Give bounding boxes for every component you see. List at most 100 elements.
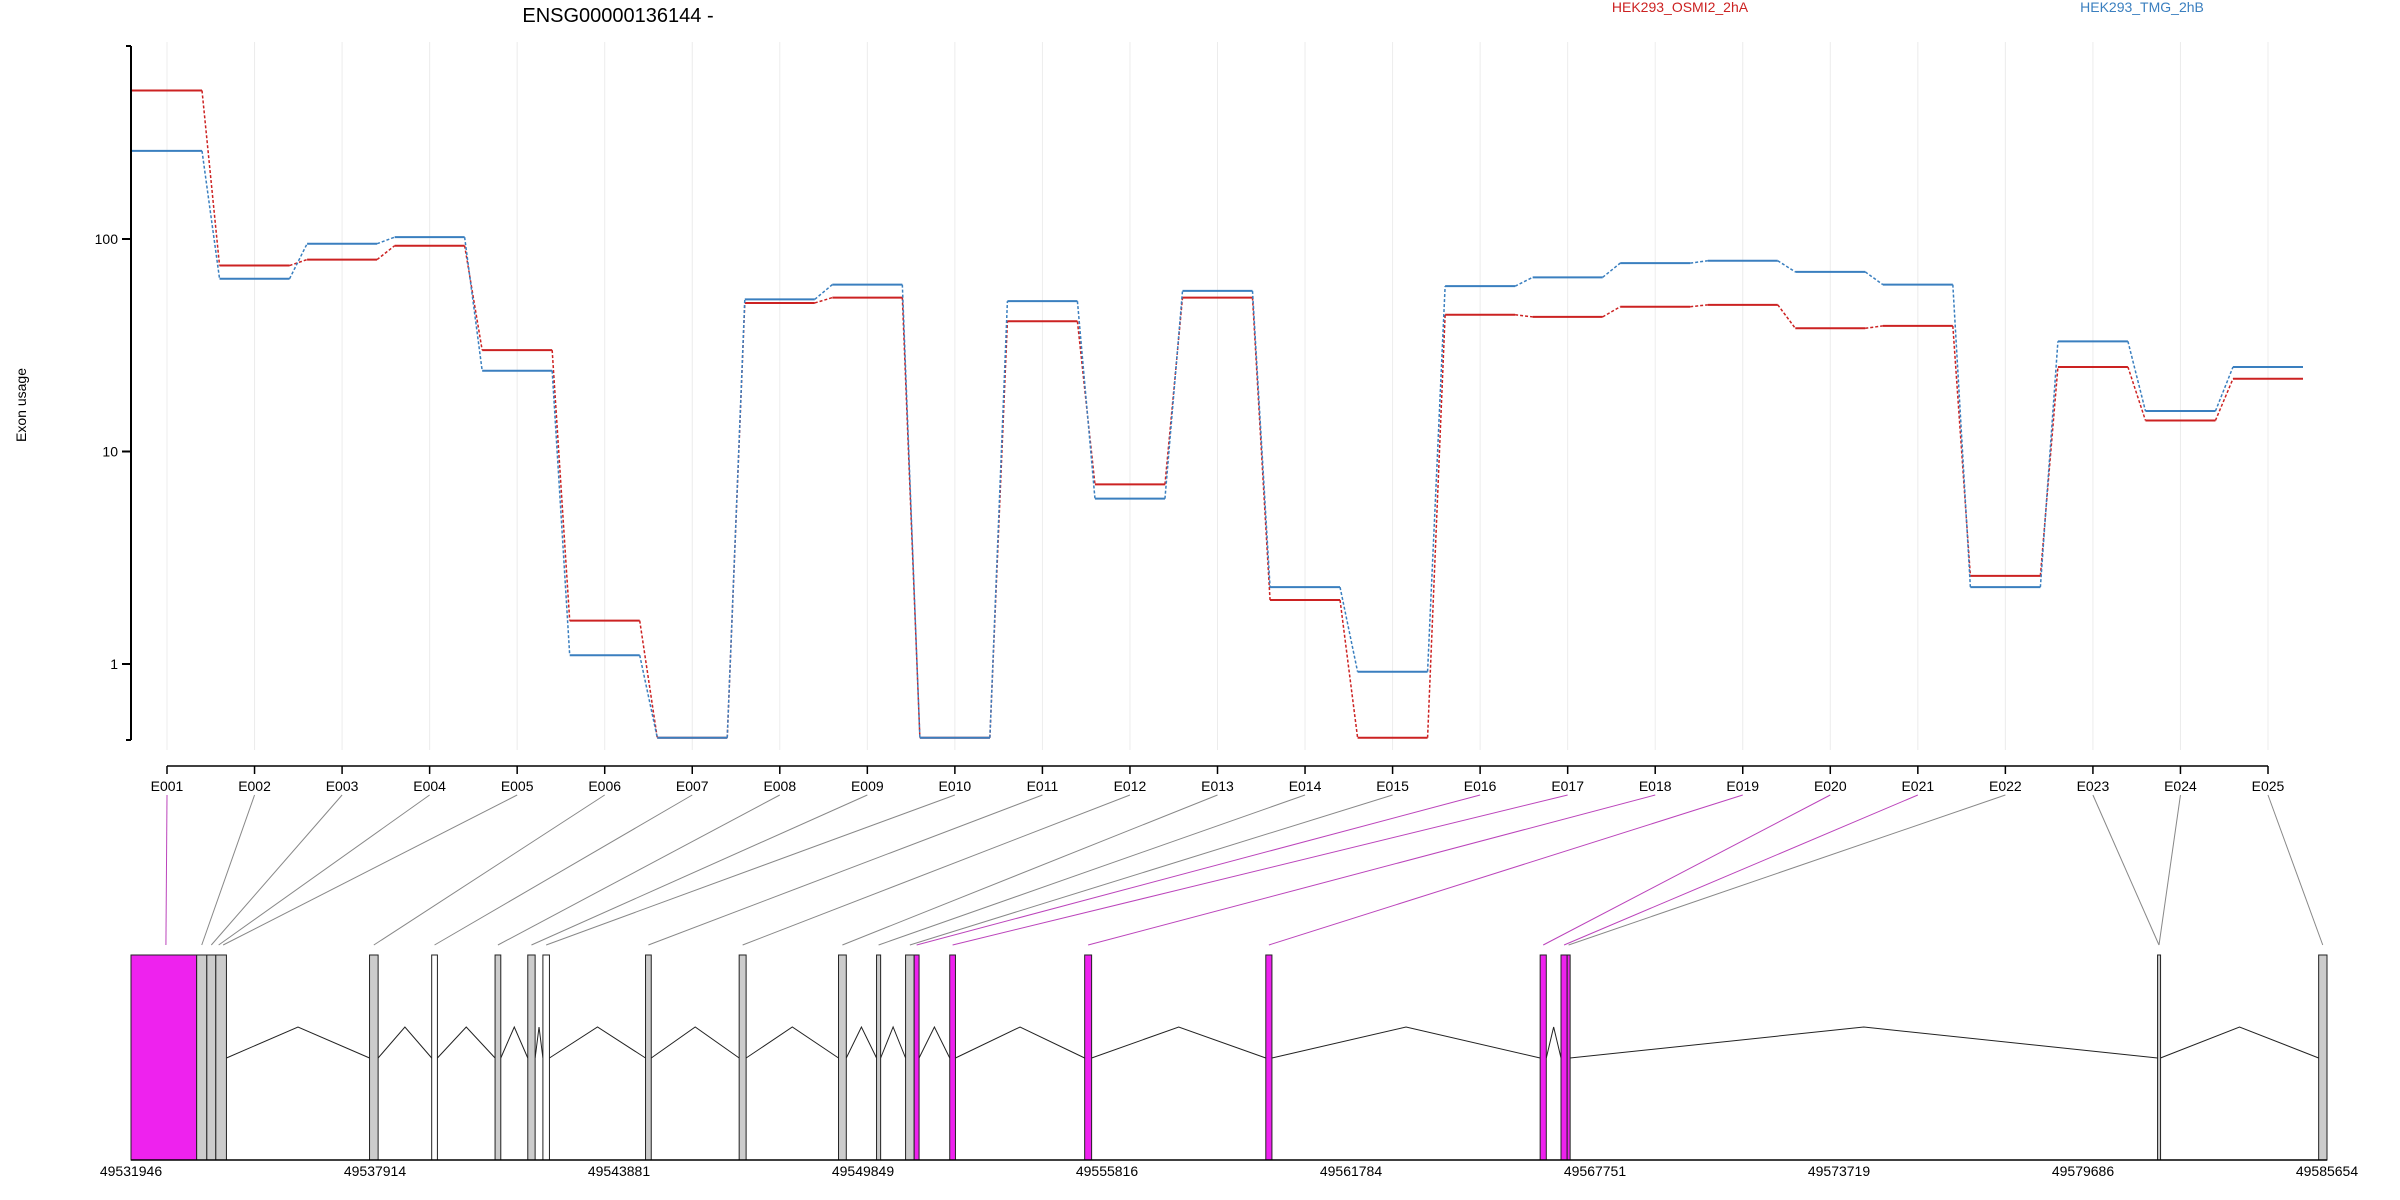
x-tick-label-e010: E010 — [939, 778, 972, 794]
series-connector — [638, 655, 658, 738]
series-connector — [289, 258, 308, 267]
exon-box — [130, 954, 198, 1161]
series-hek293-tmg-2hb — [132, 149, 2303, 739]
exon-mapping-line — [434, 794, 693, 946]
x-tick-label-e022: E022 — [1989, 778, 2022, 794]
series-connector — [1426, 286, 1446, 672]
x-tick-label-e011: E011 — [1027, 778, 1059, 794]
exon-mapping-line — [531, 794, 868, 946]
exon-box — [738, 954, 747, 1161]
series-connector — [1602, 262, 1621, 278]
exon-mapping-line — [909, 794, 1393, 946]
x-tick-label-e002: E002 — [238, 778, 271, 794]
intron-connector — [1271, 1026, 1541, 1059]
series-connector — [1339, 599, 1359, 738]
legend-label-tmg: HEK293_TMG_2hB — [2080, 0, 2204, 15]
exon-mapping-line — [648, 794, 1043, 946]
exon-mapping-line — [210, 794, 343, 946]
genome-coordinate-label: 49543881 — [588, 1163, 651, 1179]
exon-box — [2318, 954, 2328, 1161]
x-tick-label-e003: E003 — [326, 778, 359, 794]
y-tick-label: 10 — [102, 444, 118, 460]
exon-box — [1084, 954, 1093, 1161]
exon-mapping-line — [952, 794, 1568, 946]
series-connector — [2127, 341, 2147, 412]
exon-box — [1539, 954, 1547, 1161]
x-tick-label-e005: E005 — [501, 778, 534, 794]
series-connector — [551, 370, 571, 656]
intron-connector — [650, 1026, 740, 1059]
x-tick-label-e016: E016 — [1464, 778, 1497, 794]
y-tick-label: 1 — [110, 656, 118, 672]
intron-connector — [377, 1026, 433, 1059]
exon-mapping-line — [1568, 794, 2006, 946]
genome-coordinate-label: 49555816 — [1076, 1163, 1139, 1179]
series-connector — [201, 90, 221, 266]
x-tick-label-e023: E023 — [2077, 778, 2110, 794]
exon-mapping-line — [546, 794, 956, 946]
series-connector — [1690, 260, 1708, 264]
x-tick-label-e015: E015 — [1376, 778, 1409, 794]
exon-mapping-line — [2158, 794, 2181, 946]
series-connector — [2214, 366, 2234, 412]
exon-box — [876, 954, 882, 1161]
exon-mapping-line — [742, 794, 1131, 946]
exon-mapping-line — [878, 794, 1306, 946]
exon-mapping-line — [1268, 794, 1743, 946]
series-connector — [376, 245, 396, 261]
series-connector — [814, 284, 833, 300]
series-connector — [201, 150, 221, 279]
genomic-axis: 49531946 49537914 49543881 49549849 49555816… — [100, 1159, 2358, 1179]
exon-mapping-line — [201, 794, 256, 946]
intron-connector — [845, 1025, 877, 1059]
x-tick-label-e014: E014 — [1289, 778, 1322, 794]
genome-coordinate-label: 49549849 — [832, 1163, 895, 1179]
series-connector — [1076, 301, 1096, 499]
series-connector — [901, 284, 921, 738]
exon-box — [431, 954, 438, 1161]
x-tick-label-e001: E001 — [151, 778, 184, 794]
x-tick-label-e024: E024 — [2164, 778, 2197, 794]
genome-coordinate-label: 49567751 — [1564, 1163, 1627, 1179]
exon-mapping-line — [497, 794, 781, 946]
exon-mapping-line — [373, 794, 605, 946]
intron-connector — [1545, 1026, 1562, 1059]
series-connector — [814, 296, 833, 304]
exon-box — [1566, 954, 1571, 1161]
series-lines — [132, 89, 2303, 739]
exon-mapping-line — [1088, 794, 1656, 946]
series-connector — [1864, 271, 1884, 286]
x-tick-label-e017: E017 — [1551, 778, 1584, 794]
x-tick-label-e006: E006 — [588, 778, 621, 794]
series-connector — [1602, 306, 1621, 318]
series-connector — [2039, 341, 2059, 588]
series-connector — [1251, 290, 1271, 588]
x-tick-label-e019: E019 — [1726, 778, 1759, 794]
exon-box — [1265, 954, 1273, 1161]
series-connector — [463, 237, 483, 371]
chart-title: ENSG00000136144 - — [522, 5, 713, 27]
series-connector — [989, 301, 1009, 738]
intron-connector — [226, 1026, 370, 1059]
exon-mapping-line — [1542, 794, 1831, 946]
y-axis-label: Exon usage — [13, 368, 29, 442]
intron-connector — [500, 1025, 529, 1059]
series-connector — [1515, 314, 1533, 318]
y-tick-label: 100 — [95, 231, 119, 247]
exon-box — [838, 954, 847, 1161]
series-connector — [376, 236, 395, 245]
genome-coordinate-label: 49579686 — [2052, 1163, 2115, 1179]
intron-connector — [955, 1026, 1085, 1059]
intron-connector — [918, 1025, 951, 1059]
exon-mapping-line — [165, 794, 168, 946]
series-connector — [726, 299, 746, 738]
exon-box — [949, 954, 956, 1161]
x-tick-label-e025: E025 — [2252, 778, 2285, 794]
genome-coordinate-label: 49537914 — [344, 1163, 407, 1179]
x-tick-label-e008: E008 — [763, 778, 796, 794]
series-connector — [288, 243, 308, 280]
exon-mapping-line — [916, 794, 1481, 946]
exon-box — [215, 954, 227, 1161]
exon-box — [1560, 954, 1568, 1161]
exon-mapping-line — [842, 794, 1218, 946]
